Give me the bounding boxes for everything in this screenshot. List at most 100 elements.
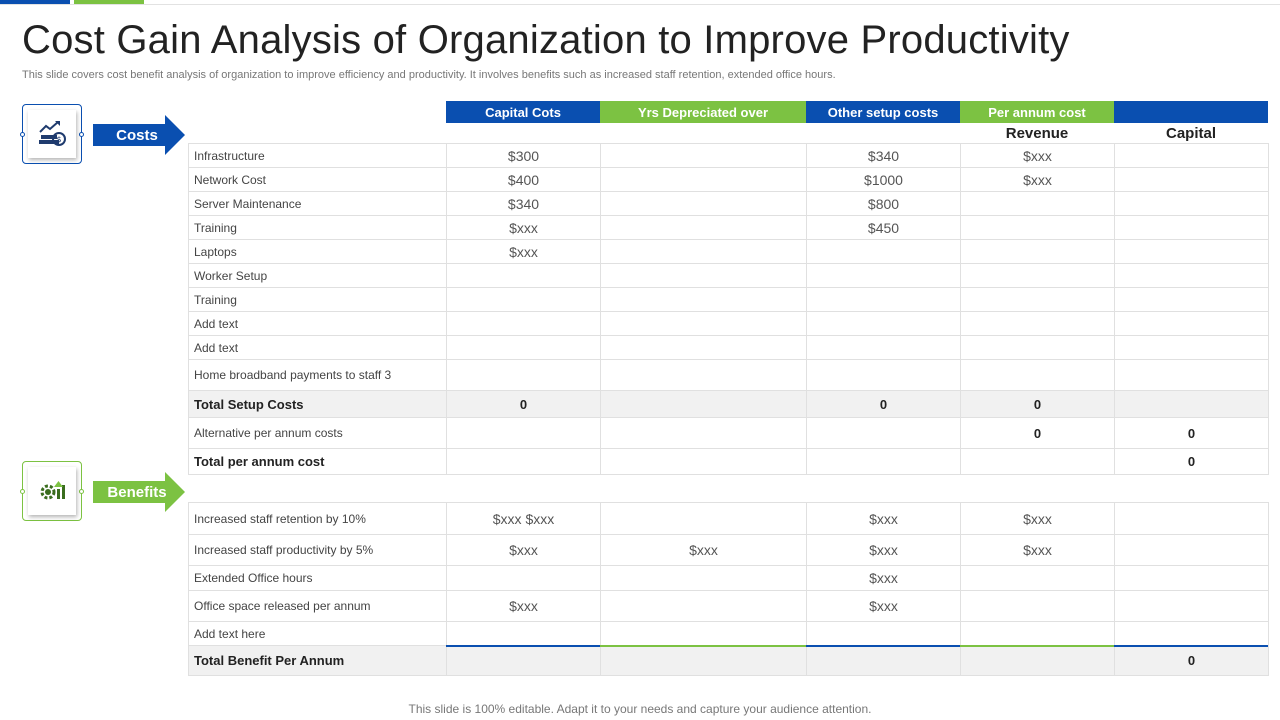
table-cell (1114, 335, 1269, 360)
connector-dot (79, 489, 84, 494)
benefit-row: Add text here (188, 621, 1269, 646)
header-capital-cots: Capital Cots (446, 101, 600, 123)
table-cell (600, 621, 807, 646)
table-cell: 0 (960, 417, 1115, 449)
table-cell: $xxx (446, 215, 601, 240)
benefit-accent-green (960, 645, 1114, 647)
accent-line (0, 4, 1280, 5)
slide-subtitle: This slide covers cost benefit analysis … (22, 69, 836, 81)
benefit-row: Office space released per annum $xxx $xxx (188, 590, 1269, 622)
table-cell: $450 (806, 215, 961, 240)
table-cell (806, 287, 961, 312)
table-cell (446, 417, 601, 449)
table-cell (600, 287, 807, 312)
row-label: Increased staff retention by 10% (188, 502, 447, 535)
table-cell (600, 390, 807, 418)
table-cell (446, 335, 601, 360)
table-cell (1114, 215, 1269, 240)
row-label: Laptops (188, 239, 447, 264)
costs-table: Infrastructure $300 $340 $xxx Network Cost $4… (188, 143, 1269, 475)
connector-dot (20, 132, 25, 137)
benefit-accent-blue (1114, 645, 1268, 647)
table-cell (1114, 143, 1269, 168)
header-blank (1114, 101, 1268, 123)
table-cell: 0 (1114, 645, 1269, 676)
table-cell: $xxx $xxx (446, 502, 601, 535)
cost-row: Laptops $xxx (188, 239, 1269, 264)
table-cell (446, 263, 601, 288)
table-cell (960, 621, 1115, 646)
table-cell (1114, 287, 1269, 312)
benefit-accent-green (600, 645, 806, 647)
table-cell (446, 359, 601, 391)
accent-blue (0, 0, 70, 4)
cost-row: Network Cost $400 $1000 $xxx (188, 167, 1269, 192)
table-cell (600, 191, 807, 216)
table-cell: $1000 (806, 167, 961, 192)
accent-green (74, 0, 144, 4)
money-growth-icon: $ (28, 110, 76, 158)
table-cell (1114, 263, 1269, 288)
table-cell: $xxx (960, 167, 1115, 192)
connector-dot (20, 489, 25, 494)
connector-dot (79, 132, 84, 137)
table-cell (600, 167, 807, 192)
table-cell (446, 311, 601, 336)
table-cell (806, 311, 961, 336)
table-cell (1114, 311, 1269, 336)
row-label: Training (188, 287, 447, 312)
row-label: Infrastructure (188, 143, 447, 168)
table-cell: $340 (446, 191, 601, 216)
row-label: Total per annum cost (188, 448, 447, 475)
table-cell (1114, 359, 1269, 391)
costs-arrow: Costs (93, 115, 185, 155)
costs-icon-box: $ (20, 104, 84, 164)
benefits-arrow: Benefits (93, 472, 185, 512)
table-cell (806, 335, 961, 360)
table-cell (806, 417, 961, 449)
slide-title: Cost Gain Analysis of Organization to Im… (22, 18, 1070, 62)
table-cell: 0 (1114, 448, 1269, 475)
table-cell (600, 417, 807, 449)
gear-growth-icon (28, 467, 76, 515)
total-setup-row: Total Setup Costs 0 0 0 (188, 390, 1269, 418)
table-cell (960, 448, 1115, 475)
table-cell (1114, 167, 1269, 192)
table-cell (960, 263, 1115, 288)
table-cell: $xxx (806, 590, 961, 622)
benefits-table: Increased staff retention by 10% $xxx $xx… (188, 502, 1269, 676)
table-cell (806, 239, 961, 264)
table-cell (806, 621, 961, 646)
table-cell (1114, 390, 1269, 418)
table-cell (600, 502, 807, 535)
table-cell (960, 359, 1115, 391)
cost-row: Training $xxx $450 (188, 215, 1269, 240)
table-cell (600, 448, 807, 475)
table-cell (806, 448, 961, 475)
svg-text:$: $ (56, 135, 61, 144)
table-cell: $xxx (806, 565, 961, 591)
table-cell (446, 565, 601, 591)
row-label: Increased staff productivity by 5% (188, 534, 447, 566)
table-cell (600, 215, 807, 240)
row-label: Office space released per annum (188, 590, 447, 622)
row-label: Extended Office hours (188, 565, 447, 591)
table-cell (600, 335, 807, 360)
row-label: Server Maintenance (188, 191, 447, 216)
table-cell (806, 359, 961, 391)
table-cell (600, 311, 807, 336)
table-cell (960, 215, 1115, 240)
table-cell: $xxx (960, 502, 1115, 535)
row-label: Worker Setup (188, 263, 447, 288)
top-accent-bar (0, 0, 1280, 6)
table-cell (1114, 590, 1269, 622)
header-per-annum: Per annum cost (960, 101, 1114, 123)
table-cell (1114, 565, 1269, 591)
table-cell: $400 (446, 167, 601, 192)
cost-row: Training (188, 287, 1269, 312)
benefit-row: Increased staff productivity by 5% $xxx $x… (188, 534, 1269, 566)
table-cell: $300 (446, 143, 601, 168)
table-cell (600, 359, 807, 391)
table-cell: $xxx (446, 590, 601, 622)
table-cell: 0 (960, 390, 1115, 418)
